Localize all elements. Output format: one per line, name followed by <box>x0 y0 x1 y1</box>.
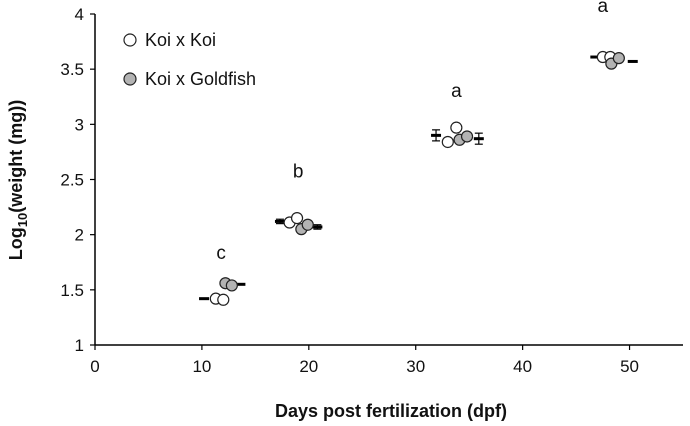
significance-letters: c b a a <box>216 0 608 264</box>
y-tick-label: 3.5 <box>60 60 84 79</box>
axes <box>90 13 683 350</box>
data-point-koi-x-goldfish <box>301 218 314 231</box>
legend-label-koi-x-koi: Koi x Koi <box>145 30 216 50</box>
y-tick-label: 3 <box>75 115 84 134</box>
significance-letter: b <box>293 161 304 182</box>
data-point-koi-x-goldfish <box>225 279 238 292</box>
y-axis-title-rest: (weight (mg)) <box>6 100 26 213</box>
y-tick-label: 4 <box>75 5 84 24</box>
x-tick-label: 50 <box>620 357 639 376</box>
data-point-koi-x-koi <box>290 212 304 225</box>
x-tick-label: 0 <box>90 357 99 376</box>
data-point-koi-x-koi <box>450 121 463 134</box>
x-tick-label: 20 <box>299 357 318 376</box>
legend-marker-koi-x-koi <box>123 33 137 47</box>
tick-labels: 11.522.533.540 10 20 30 40 50 <box>60 5 639 376</box>
data-point-koi-x-goldfish <box>460 130 474 143</box>
y-tick-label: 2 <box>75 226 84 245</box>
y-axis-title-log: Log <box>6 227 26 260</box>
y-tick-label: 1 <box>75 336 84 355</box>
legend-label-koi-x-goldfish: Koi x Goldfish <box>145 69 256 89</box>
data-point-koi-x-koi <box>441 135 454 149</box>
data-point-koi-x-koi <box>217 293 230 306</box>
y-tick-label: 1.5 <box>60 281 84 300</box>
significance-letter: c <box>216 243 226 264</box>
data-point-koi-x-goldfish <box>612 52 625 65</box>
y-tick-label: 2.5 <box>60 171 84 190</box>
legend: Koi x Koi Koi x Goldfish <box>123 30 256 89</box>
y-axis-title: Log10(weight (mg)) <box>6 100 30 260</box>
x-tick-label: 30 <box>406 357 425 376</box>
significance-letter: a <box>451 81 462 102</box>
x-tick-label: 10 <box>192 357 211 376</box>
significance-letter: a <box>598 0 609 17</box>
x-tick-label: 40 <box>513 357 532 376</box>
mean-error-bars <box>199 55 638 301</box>
data-points <box>209 50 625 306</box>
y-axis-title-subscript: 10 <box>15 213 30 227</box>
legend-marker-koi-x-goldfish <box>123 72 137 86</box>
x-axis-title: Days post fertilization (dpf) <box>275 401 507 421</box>
